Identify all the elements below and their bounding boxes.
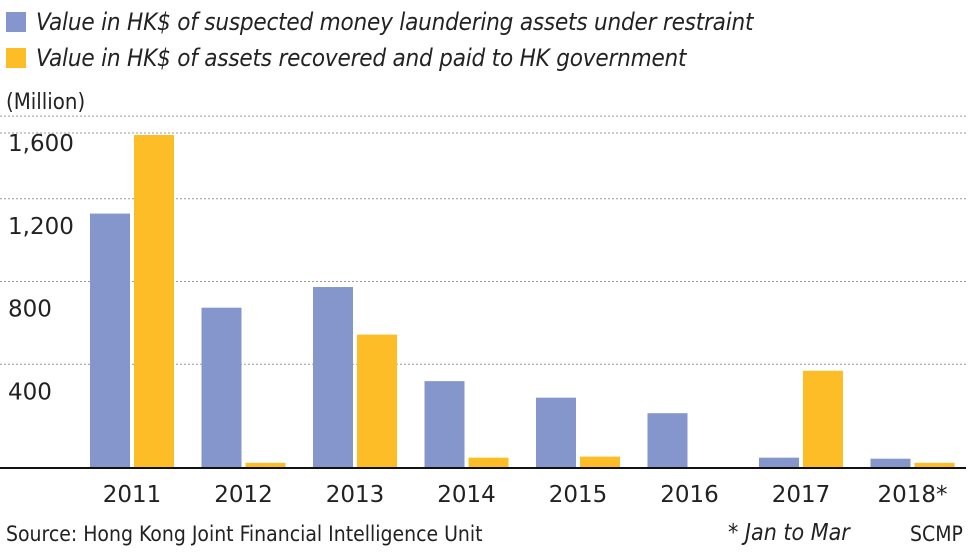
bar-recovered [134, 135, 174, 468]
bar-restraint [313, 287, 353, 468]
x-tick-label: 2017 [772, 482, 831, 508]
y-tick-label: 1,600 [8, 131, 74, 157]
legend-swatch-restraint [6, 12, 26, 32]
bar-restraint [870, 458, 911, 468]
x-tick-label: 2016 [660, 482, 719, 508]
bar-restraint [536, 397, 576, 468]
bar-restraint [201, 307, 242, 468]
footnote: * Jan to Mar [728, 520, 850, 546]
y-tick-label: 400 [8, 379, 52, 405]
legend-item-restraint: Value in HK$ of suspected money launderi… [6, 4, 753, 40]
bar-restraint [647, 413, 688, 468]
bar-recovered [803, 370, 843, 468]
x-tick-label: 2015 [549, 482, 608, 508]
bar-recovered [357, 334, 397, 468]
bar-restraint [759, 457, 799, 468]
legend-label-recovered: Value in HK$ of assets recovered and pai… [36, 44, 687, 72]
legend-label-restraint: Value in HK$ of suspected money launderi… [36, 8, 754, 36]
x-tick-label: 2012 [214, 482, 273, 508]
credit: SCMP [910, 522, 963, 546]
x-tick-label: 2013 [326, 482, 385, 508]
x-tick-label: 2018* [877, 482, 947, 508]
legend-swatch-recovered [6, 48, 26, 68]
bar-recovered [914, 462, 955, 468]
x-tick-label: 2011 [103, 482, 162, 508]
bar-restraint [424, 381, 465, 468]
y-axis-unit-label: (Million) [6, 90, 86, 115]
y-tick-label: 800 [8, 297, 52, 323]
bar-recovered [245, 462, 286, 468]
legend-item-recovered: Value in HK$ of assets recovered and pai… [6, 40, 753, 76]
bar-recovered [580, 456, 620, 468]
bar-restraint [90, 213, 130, 468]
legend: Value in HK$ of suspected money launderi… [6, 4, 753, 76]
bar-recovered [468, 457, 509, 468]
y-tick-label: 1,200 [8, 214, 74, 240]
x-tick-label: 2014 [437, 482, 496, 508]
source-note: Source: Hong Kong Joint Financial Intell… [6, 522, 483, 546]
